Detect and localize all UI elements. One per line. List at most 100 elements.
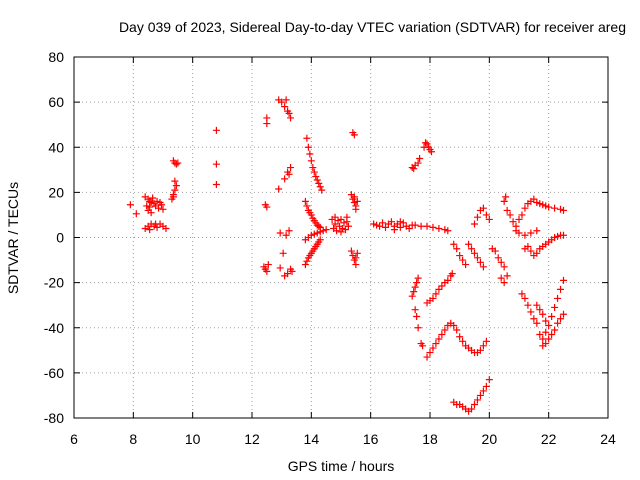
data-point [285, 227, 293, 235]
data-point [278, 98, 286, 106]
data-point [482, 382, 490, 390]
data-point [521, 204, 529, 212]
data-point [479, 263, 487, 271]
data-point [310, 168, 318, 176]
data-point [350, 131, 358, 139]
data-point [473, 396, 481, 404]
x-tick-label: 10 [185, 431, 201, 447]
data-point [411, 221, 419, 229]
x-tick-label: 20 [482, 431, 498, 447]
data-point [303, 202, 311, 210]
data-point [162, 224, 170, 232]
data-point [414, 274, 422, 282]
data-point [153, 197, 161, 205]
data-point [126, 201, 134, 209]
data-point [473, 254, 481, 262]
data-point [432, 290, 440, 298]
data-point [560, 310, 567, 318]
data-point [432, 340, 440, 348]
data-point [318, 186, 326, 194]
data-point [281, 175, 289, 183]
data-point [557, 205, 565, 213]
y-tick-label: 20 [48, 184, 64, 200]
data-point [450, 240, 458, 248]
data-point [344, 222, 352, 230]
data-point [285, 109, 293, 117]
x-tick-label: 24 [600, 431, 616, 447]
data-point [353, 197, 361, 205]
data-point [502, 193, 510, 201]
data-point [315, 179, 323, 187]
data-point [281, 103, 289, 111]
data-point [315, 222, 323, 230]
x-tick-label: 8 [129, 431, 137, 447]
y-tick-label: -60 [44, 365, 64, 381]
data-point [169, 193, 177, 201]
data-point [554, 319, 562, 327]
data-point [429, 223, 437, 231]
data-point [390, 226, 398, 234]
data-point [285, 170, 293, 178]
data-point [444, 227, 452, 235]
y-tick-label: 40 [48, 139, 64, 155]
data-point [527, 247, 535, 255]
data-point [557, 315, 565, 323]
data-point [319, 227, 327, 235]
data-point [479, 342, 487, 350]
data-point [554, 294, 562, 302]
data-point [282, 96, 290, 104]
data-point [147, 199, 155, 207]
data-point [435, 285, 443, 293]
data-point [322, 226, 330, 234]
data-point [545, 321, 553, 329]
data-point [279, 249, 287, 257]
data-point [429, 344, 437, 352]
data-point [542, 340, 550, 348]
data-point [399, 219, 407, 227]
data-point [539, 335, 547, 343]
data-point [212, 126, 220, 134]
data-point [411, 283, 419, 291]
data-point [560, 206, 567, 214]
data-point [417, 222, 425, 230]
data-point [539, 201, 547, 209]
data-point [485, 376, 493, 384]
data-point [352, 254, 360, 262]
data-point [316, 236, 324, 244]
data-point [545, 335, 553, 343]
data-point [347, 247, 355, 255]
data-point [149, 194, 157, 202]
data-point [468, 245, 476, 253]
data-point [337, 228, 345, 236]
data-point [306, 150, 314, 158]
data-point [423, 222, 431, 230]
data-point [387, 218, 395, 226]
data-point [146, 203, 154, 211]
data-point [263, 203, 271, 211]
data-point [459, 337, 467, 345]
data-point [509, 218, 517, 226]
data-point [331, 220, 339, 228]
data-point [548, 312, 556, 320]
data-point [405, 224, 413, 232]
data-point [533, 199, 541, 207]
data-point [413, 312, 421, 320]
data-point [533, 301, 541, 309]
data-point [462, 261, 470, 269]
data-point [263, 120, 271, 128]
data-point [337, 215, 345, 223]
data-point [429, 294, 437, 302]
data-point [382, 223, 389, 231]
data-point [539, 310, 547, 318]
data-point [441, 226, 449, 234]
x-tick-label: 14 [304, 431, 320, 447]
data-point [132, 210, 140, 218]
data-points [126, 96, 567, 415]
data-point [408, 292, 416, 300]
data-point [416, 155, 424, 163]
x-tick-label: 6 [70, 431, 78, 447]
data-point [316, 228, 324, 236]
data-point [414, 324, 422, 332]
data-point [500, 263, 508, 271]
data-point [521, 231, 529, 239]
